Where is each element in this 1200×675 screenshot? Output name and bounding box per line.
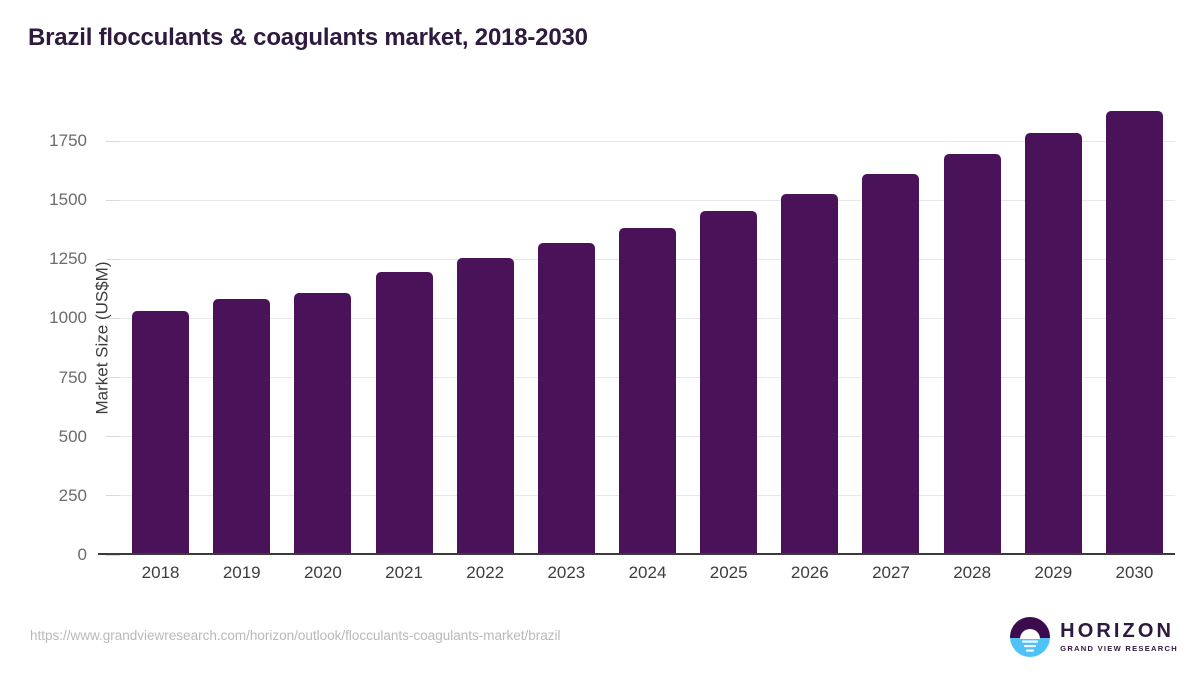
gridline — [120, 199, 1175, 201]
y-tick-label: 1000 — [49, 308, 87, 328]
bar-2028[interactable] — [943, 154, 1001, 555]
x-tick-label-2026: 2026 — [790, 563, 829, 582]
x-tick-label-2023: 2023 — [547, 563, 586, 582]
x-tick-label-2018: 2018 — [141, 563, 180, 582]
y-tick-label: 500 — [58, 426, 87, 446]
y-tick-label: 750 — [58, 367, 87, 387]
y-tick-label: 250 — [58, 485, 87, 505]
bar-2019[interactable] — [213, 298, 271, 555]
bar-slot — [526, 100, 607, 555]
x-axis-labels: 2018 2019 2020 2021 2022 2023 2024 2025 2026 2027… — [120, 563, 1175, 583]
x-tick-label-2019: 2019 — [222, 563, 261, 582]
y-tick-label: 1500 — [49, 190, 87, 210]
y-tick-mark — [106, 140, 120, 142]
x-tick-label-2028: 2028 — [953, 563, 992, 582]
logo-subtitle: GRAND VIEW RESEARCH — [1060, 644, 1178, 654]
logo-text: HORIZON GRAND VIEW RESEARCH — [1060, 621, 1178, 653]
x-tick-label-2027: 2027 — [872, 563, 910, 582]
bar-2029[interactable] — [1024, 133, 1082, 555]
horizon-mark-icon — [1009, 616, 1051, 658]
page-title: Brazil flocculants & coagulants market, … — [28, 24, 588, 51]
bar-slot — [850, 100, 931, 555]
bar-slot — [607, 100, 688, 555]
bar-slot — [932, 100, 1013, 555]
x-tick-label-2020: 2020 — [303, 563, 342, 582]
bar-series — [120, 100, 1175, 555]
bar-2027[interactable] — [862, 174, 920, 555]
x-tick-label-2025: 2025 — [709, 563, 748, 582]
y-axis-title: Market Size (US$M) — [92, 260, 112, 415]
y-tick-mark — [106, 436, 120, 438]
horizon-logo[interactable]: HORIZON GRAND VIEW RESEARCH — [1009, 616, 1178, 658]
bar-slot — [120, 100, 201, 555]
x-tick-label-2029: 2029 — [1034, 563, 1073, 582]
source-url[interactable]: https://www.grandviewresearch.com/horizo… — [30, 628, 561, 643]
bar-2024[interactable] — [619, 228, 677, 555]
bar-2025[interactable] — [700, 211, 758, 555]
bar-2023[interactable] — [537, 243, 595, 555]
x-tick-label-2024: 2024 — [628, 563, 667, 582]
y-tick-mark — [106, 199, 120, 201]
plot-area: 0 250 500 750 1000 1250 1500 1750 — [49, 100, 1175, 564]
y-tick-mark — [106, 495, 120, 497]
bar-2018[interactable] — [132, 310, 190, 555]
bar-2022[interactable] — [456, 258, 514, 555]
y-tick-mark — [106, 377, 120, 379]
x-tick-label-2022: 2022 — [466, 563, 505, 582]
y-tick-mark — [106, 258, 120, 260]
bar-slot — [688, 100, 769, 555]
x-tick-label-2030: 2030 — [1115, 563, 1154, 582]
bar-slot — [1094, 100, 1175, 555]
gridline — [120, 140, 1175, 142]
logo-name: HORIZON — [1060, 620, 1175, 643]
bar-2026[interactable] — [781, 194, 839, 555]
x-tick-label-2021: 2021 — [385, 563, 423, 582]
bar-slot — [201, 100, 282, 555]
bar-slot — [363, 100, 444, 555]
bar-2020[interactable] — [294, 292, 352, 555]
bar-2030[interactable] — [1105, 111, 1163, 555]
bar-slot — [1013, 100, 1094, 555]
bar-slot — [445, 100, 526, 555]
y-tick-label: 0 — [77, 545, 87, 564]
bar-slot — [769, 100, 850, 555]
y-tick-label: 1250 — [49, 249, 87, 269]
y-tick-mark — [106, 554, 120, 556]
bar-2021[interactable] — [375, 272, 433, 555]
y-tick-label: 1750 — [49, 131, 87, 150]
y-tick-mark — [106, 317, 120, 319]
bar-slot — [282, 100, 363, 555]
x-axis-line — [98, 553, 1175, 555]
